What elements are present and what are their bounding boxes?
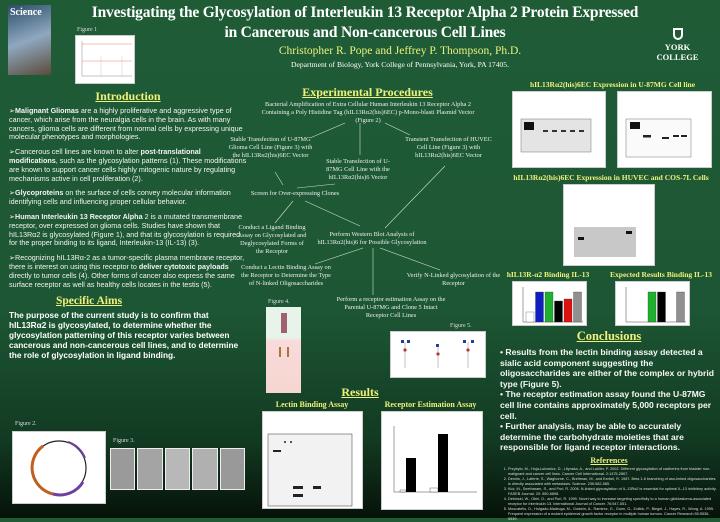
introduction-text: ➢Malignant Gliomas are a highly prolifer… — [9, 106, 247, 295]
figure1-label: Figure 1 — [77, 27, 98, 33]
step-receptor-estimation: Perform a receptor estimation Assay on t… — [336, 296, 446, 319]
lectin-assay-heading: Lectin Binding Assay — [275, 400, 349, 409]
step-stable-transfection-glioma: Stable Transfection of U-87MG Glioma Cel… — [228, 136, 313, 159]
figure5-label: Figure 5. — [450, 323, 472, 329]
intro-paragraph: ➢Malignant Gliomas are a highly prolifer… — [9, 106, 243, 142]
figure3-cell-images — [110, 448, 246, 490]
receptor-estimation-chart — [381, 411, 483, 510]
receptor-assay-heading: Receptor Estimation Assay — [384, 400, 477, 409]
intro-paragraph: ➢Cancerous cell lines are known to alter… — [9, 147, 247, 183]
bar — [544, 291, 554, 323]
bar — [676, 291, 685, 323]
authors: Christopher R. Pope and Jeffrey P. Thomp… — [278, 45, 522, 57]
specific-aims-heading: Specific Aims — [55, 295, 123, 308]
flowchart-arrows — [274, 122, 446, 295]
reference-item: Moscatello, D., Holgado-Madruga, M., God… — [508, 507, 718, 522]
figure2-label: Figure 2. — [15, 421, 37, 427]
bar — [525, 311, 535, 323]
references-list: Przybylo, M., Hoja-Lukowicz, D., Litynsk… — [500, 467, 718, 522]
bar — [573, 291, 582, 323]
reference-item: Debinski, W., Obiri, D., and Puri, R. 19… — [508, 497, 718, 507]
introduction-heading: Introduction — [95, 89, 161, 103]
bar — [647, 291, 657, 323]
conclusion-item: • The receptor estimation assay found th… — [500, 389, 712, 421]
figure4-receptor-diagram — [266, 307, 301, 393]
chart-axis — [522, 287, 583, 323]
figure3-label: Figure 3. — [113, 438, 135, 444]
bar — [563, 298, 573, 323]
reference-item: Przybylo, M., Hoja-Lukowicz, D., Litynsk… — [508, 467, 718, 477]
binding-heading: hIL13R-α2 Binding IL-13 — [506, 270, 590, 279]
step-lectin-binding-assay: Conduct a Lectin Binding Assay on the Re… — [241, 264, 331, 287]
expected-bar-chart — [615, 281, 690, 326]
intro-paragraph: ➢Recognizing hIL13Rα-2 as a tumor-specif… — [9, 253, 245, 289]
reference-item: Kioi, M., Seetharam, S., and Puri, R. 20… — [508, 487, 718, 497]
bar — [554, 300, 563, 323]
right-bottom-column: Conclusions • Results from the lectin bi… — [500, 329, 718, 522]
left-column: Introduction ➢Malignant Gliomas are a hi… — [9, 89, 247, 360]
step-western-blot: Perform Western Blot Analysis of hIL13Rα… — [317, 231, 427, 246]
u87-western-blot-1 — [512, 91, 606, 168]
figure5-oligosaccharide-diagram — [390, 331, 486, 378]
procedures-heading: Experimental Procedures — [302, 85, 433, 99]
figure2-plasmid-map — [12, 431, 106, 504]
science-cover-image: Science — [8, 5, 51, 75]
step-verify-n-linked: Verify N-Linked glycosylation of the Rec… — [406, 272, 501, 287]
poster-title: Investigating the Glycosylation of Inter… — [91, 4, 639, 41]
lectin-blot-image — [262, 411, 363, 509]
conclusion-item: • Further analysis, may be able to accur… — [500, 421, 684, 453]
cover-title: Science — [10, 7, 42, 18]
figure4-label: Figure 4. — [268, 299, 290, 305]
expected-results-heading: Expected Results Binding IL-13 — [610, 270, 712, 279]
chart-axis — [625, 287, 686, 323]
figure1-chart — [75, 35, 135, 84]
conclusion-item: • Results from the lectin binding assay … — [500, 347, 714, 389]
bar — [657, 291, 666, 323]
results-heading: Results — [341, 385, 379, 399]
intro-paragraph: ➢Human Interleukin 13 Receptor Alpha 2 i… — [9, 211, 243, 248]
conclusions-list: • Results from the lectin binding assay … — [500, 347, 718, 453]
step-screen-clones: Screen for Over-expressing Clones — [250, 190, 340, 197]
binding-bar-chart — [512, 281, 587, 326]
department: Department of Biology, York College of P… — [291, 60, 509, 69]
huvec-western-blot — [563, 184, 655, 266]
step-stable-transfection-u87: Stable Transfection of U-87MG Cell Line … — [326, 158, 390, 181]
u87-expression-heading: hIL13Rα2(his)6EC Expression in U-87MG Ce… — [529, 80, 696, 89]
step-bacterial-amplification: Bacterial Amplification of Extra Cellula… — [261, 101, 475, 124]
reference-item: Dennis, J., Laferte, S., Waghorne, C., B… — [508, 477, 718, 487]
intro-paragraph: ➢Glycoproteins on the surface of cells c… — [9, 188, 231, 207]
york-college-logo: YORK COLLEGE — [645, 28, 710, 62]
step-transient-transfection-huvec: Transient Transfection of HUVEC Cell Lin… — [405, 136, 492, 159]
references-heading: References — [590, 455, 628, 465]
conclusions-heading: Conclusions — [576, 329, 642, 343]
shield-icon — [672, 28, 683, 40]
bar — [535, 291, 544, 323]
u87-western-blot-2 — [617, 91, 712, 168]
step-ligand-binding-assay: Conduct a Ligand Binding Assay on Glycos… — [237, 224, 307, 255]
specific-aims-text: The purpose of the current study is to c… — [9, 310, 239, 361]
huvec-expression-heading: hIL13Rα2(his)6EC Expression in HUVEC and… — [513, 173, 709, 182]
